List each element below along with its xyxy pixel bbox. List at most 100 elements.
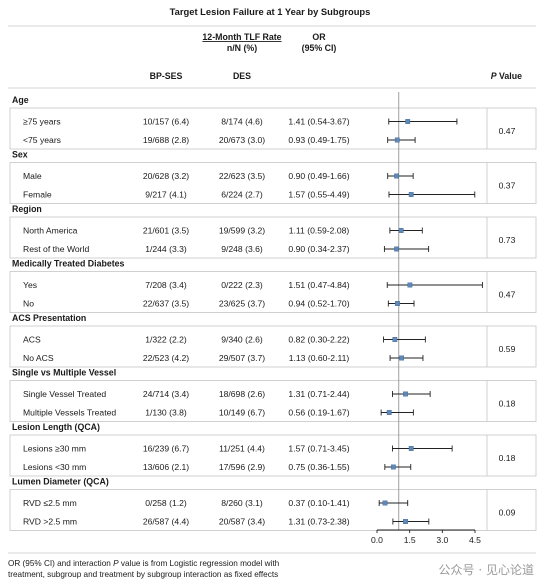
- interaction-p-value: 0.09: [499, 507, 516, 517]
- or-point: [390, 464, 396, 470]
- table-row: Lesions <30 mm 13/606 (2.1) 17/596 (2.9) 0.…: [23, 462, 350, 472]
- subgroup-title: Age: [12, 95, 29, 105]
- subgroup-title: Single vs Multiple Vessel: [12, 368, 116, 378]
- subgroup-2: Region North America 21/601 (3.5) 19/599 (3…: [9, 204, 537, 259]
- row-label: Yes: [23, 280, 37, 290]
- or-ci-value: 1.57 (0.71-3.45): [288, 444, 349, 454]
- row-label: Multiple Vessels Treated: [23, 408, 116, 418]
- header-bp-ses: BP-SES: [150, 71, 183, 81]
- or-point: [399, 355, 405, 361]
- or-point: [395, 301, 400, 306]
- subgroup-title: Lumen Diameter (QCA): [12, 477, 109, 487]
- header-tlf-rate: 12-Month TLF Rate: [202, 32, 281, 42]
- interaction-p-value: 0.73: [499, 235, 516, 245]
- des-value: 0/222 (2.3): [221, 280, 263, 290]
- bp-ses-value: 22/637 (3.5): [143, 299, 189, 309]
- subgroup-box: [9, 325, 537, 368]
- row-label: Single Vessel Treated: [23, 389, 106, 399]
- chart-title: Target Lesion Failure at 1 Year by Subgr…: [170, 6, 371, 17]
- subgroup-title: Sex: [12, 150, 28, 160]
- table-row: Single Vessel Treated 24/714 (3.4) 18/698 …: [23, 389, 350, 399]
- row-label: RVD ≤2.5 mm: [23, 498, 77, 508]
- table-row: No 22/637 (3.5) 23/625 (3.7) 0.94 (0.52-1.7…: [23, 299, 350, 309]
- header-des: DES: [233, 71, 251, 81]
- bp-ses-value: 22/523 (4.2): [143, 353, 189, 363]
- or-point: [394, 246, 399, 252]
- bp-ses-value: 16/239 (6.7): [143, 444, 189, 454]
- subgroup-title: Lesion Length (QCA): [12, 422, 100, 432]
- or-ci-value: 0.56 (0.19-1.67): [288, 408, 349, 418]
- table-row: <75 years 19/688 (2.8) 20/673 (3.0) 0.93 (0…: [23, 135, 350, 145]
- or-ci-value: 1.57 (0.55-4.49): [288, 190, 349, 200]
- forest-plot-area: [378, 92, 483, 530]
- des-value: 23/625 (3.7): [219, 299, 265, 309]
- subgroup-4: ACS Presentation ACS 1/322 (2.2) 9/340 (2.6…: [9, 313, 537, 368]
- or-ci-value: 0.90 (0.34-2.37): [288, 244, 349, 254]
- bp-ses-value: 21/601 (3.5): [143, 226, 189, 236]
- or-ci-value: 0.82 (0.30-2.22): [288, 335, 349, 345]
- table-row: Yes 7/208 (3.4) 0/222 (2.3) 1.51 (0.47-4.84…: [23, 280, 350, 290]
- row-label: North America: [23, 226, 78, 236]
- table-row: Multiple Vessels Treated 1/130 (3.8) 10/14…: [23, 408, 350, 418]
- interaction-p-value: 0.18: [499, 453, 516, 463]
- bp-ses-value: 19/688 (2.8): [143, 135, 189, 145]
- table-row: Rest of the World 1/244 (3.3) 9/248 (3.6) 0…: [23, 244, 350, 254]
- table-row: ACS 1/322 (2.2) 9/340 (2.6) 0.82 (0.30-2.22…: [23, 335, 350, 345]
- x-tick-label: 3.0: [436, 535, 448, 545]
- row-label: Rest of the World: [23, 244, 89, 254]
- header-or: OR: [312, 32, 326, 42]
- or-point: [408, 446, 414, 451]
- row-label: Male: [23, 171, 42, 181]
- bp-ses-value: 1/244 (3.3): [145, 244, 187, 254]
- or-ci-value: 1.31 (0.73-2.38): [288, 517, 349, 527]
- table-row: No ACS 22/523 (4.2) 29/507 (3.7) 1.13 (0.60…: [23, 353, 349, 363]
- des-value: 11/251 (4.4): [219, 444, 265, 454]
- interaction-p-value: 0.18: [499, 398, 516, 408]
- bp-ses-value: 10/157 (6.4): [143, 117, 189, 127]
- x-tick-label: 4.5: [469, 535, 481, 545]
- or-point: [394, 137, 400, 143]
- bp-ses-value: 1/322 (2.2): [145, 335, 187, 345]
- row-label: ≥75 years: [23, 117, 61, 127]
- subgroup-rows: Age ≥75 years 10/157 (6.4) 8/174 (4.6) 1.41 …: [9, 95, 537, 531]
- footnote-line-1: OR (95% CI) and interaction P value is f…: [8, 559, 280, 568]
- header-p-value: P Value: [491, 71, 522, 81]
- des-value: 10/149 (6.7): [219, 408, 265, 418]
- bp-ses-value: 7/208 (3.4): [145, 280, 187, 290]
- watermark-text: 公众号 · 见心论道: [438, 563, 534, 577]
- des-value: 6/224 (2.7): [221, 190, 263, 200]
- or-ci-value: 0.90 (0.49-1.66): [288, 171, 349, 181]
- or-point: [394, 173, 399, 179]
- interaction-p-value: 0.59: [499, 344, 516, 354]
- des-value: 8/260 (3.1): [221, 498, 263, 508]
- or-ci-value: 1.11 (0.59-2.08): [289, 226, 350, 236]
- subgroup-title: ACS Presentation: [12, 313, 86, 323]
- subgroup-box: [9, 216, 537, 259]
- subgroup-title: Region: [12, 204, 42, 214]
- subgroup-6: Lesion Length (QCA) Lesions ≥30 mm 16/239 …: [9, 422, 537, 477]
- or-point: [392, 337, 398, 342]
- interaction-p-value: 0.47: [499, 126, 516, 136]
- des-value: 29/507 (3.7): [219, 353, 265, 363]
- footnote-1p: P: [113, 559, 119, 568]
- bp-ses-value: 0/258 (1.2): [145, 498, 187, 508]
- subgroup-box: [9, 434, 537, 477]
- or-point: [398, 228, 404, 233]
- subgroup-3: Medically Treated Diabetes Yes 7/208 (3.4)…: [9, 259, 537, 313]
- or-point: [403, 519, 408, 524]
- table-row: North America 21/601 (3.5) 19/599 (3.2) 1.1…: [23, 226, 349, 236]
- or-ci-value: 0.37 (0.10-1.41): [288, 498, 349, 508]
- or-ci-value: 1.41 (0.54-3.67): [288, 117, 349, 127]
- or-point: [407, 282, 413, 288]
- or-ci-value: 0.75 (0.36-1.55): [288, 462, 349, 472]
- row-label: Lesions ≥30 mm: [23, 444, 86, 454]
- interaction-p-value: 0.37: [499, 180, 516, 190]
- row-label: <75 years: [23, 135, 61, 145]
- row-label: Lesions <30 mm: [23, 462, 86, 472]
- or-point: [405, 119, 411, 124]
- or-ci-value: 1.31 (0.71-2.44): [288, 389, 349, 399]
- interaction-p-value: 0.47: [499, 289, 516, 299]
- row-label: RVD >2.5 mm: [23, 517, 77, 527]
- subgroup-box: [9, 162, 537, 204]
- subgroup-box: [9, 489, 537, 531]
